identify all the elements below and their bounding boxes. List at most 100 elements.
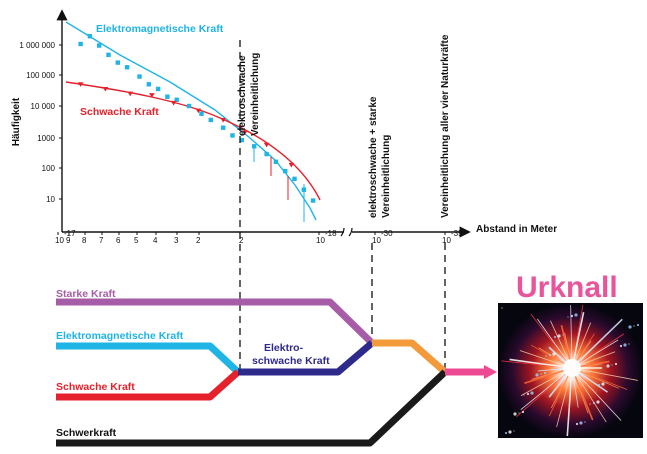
burst-spark: [535, 373, 539, 377]
weak-data-point: [102, 86, 109, 92]
em-data-point: [115, 60, 120, 65]
big-bang-burst-icon: [498, 303, 643, 438]
burst-ray: [571, 318, 623, 369]
data-points: [77, 34, 316, 222]
burst-spark: [606, 364, 610, 368]
em-data-point: [78, 41, 83, 47]
burst-spark: [570, 314, 574, 318]
burst-ray: [519, 350, 573, 369]
x-tick-label: 2: [239, 236, 244, 245]
burst-ray: [570, 304, 573, 369]
em-data-point: [165, 94, 170, 99]
burst-spark: [633, 325, 635, 327]
electroweak-label-2: schwache Kraft: [252, 355, 330, 367]
burst-spark: [530, 391, 534, 395]
burst-spark: [567, 316, 569, 318]
burst-spark: [614, 362, 618, 366]
weak-data-point: [242, 130, 248, 135]
em-data-point: [310, 198, 316, 203]
burst-spark: [552, 352, 556, 356]
burst-spark: [611, 364, 613, 366]
strong-force-track: [56, 298, 375, 346]
weak-data-point: [195, 108, 202, 114]
x-axis-title: Abstand in Meter: [476, 224, 557, 235]
em-data-point: [221, 125, 226, 130]
em-data-point: [87, 34, 93, 39]
burst-spark: [628, 325, 632, 329]
y-tick-label: 10: [46, 195, 55, 204]
weak-force-track: [56, 369, 241, 401]
burst-spark: [548, 353, 552, 357]
em-data-point: [174, 97, 179, 102]
em-data-point: [199, 111, 204, 116]
burst-spark: [508, 430, 512, 434]
x-tick-exponent: -30: [381, 229, 393, 238]
burst-spark: [584, 421, 586, 423]
x-tick-label: 3: [174, 236, 179, 245]
burst-ray: [571, 367, 607, 423]
burst-spark: [504, 431, 508, 435]
y-tick-label: 100 000: [26, 71, 55, 80]
burst-ray: [530, 313, 573, 369]
burst-spark: [574, 313, 578, 317]
electroweak-unification-label-2: Vereinheitlichung: [250, 53, 261, 136]
em-data-point: [137, 74, 142, 79]
em-fit-curve: [65, 21, 317, 221]
burst-spark: [575, 422, 579, 426]
em-curve-label: Elektromagnetische Kraft: [96, 23, 224, 35]
y-tick-labels: 1 000 000 100 000 10 000 1000 100 10: [19, 41, 62, 204]
burst-spark: [597, 383, 601, 387]
electroweak-label-1: Elektro-: [264, 342, 304, 354]
burst-spark: [619, 344, 623, 348]
burst-spark: [540, 373, 542, 375]
burst-spark: [589, 403, 591, 405]
y-tick-label: 10 000: [31, 102, 56, 111]
weak-data-point: [170, 100, 177, 106]
em-data-point: [283, 168, 288, 174]
em-force-track: [56, 342, 241, 375]
weak-data-point: [77, 82, 84, 87]
burst-spark: [606, 382, 608, 384]
x-tick-label: 5: [134, 236, 139, 245]
y-tick-label: 100: [42, 164, 56, 173]
x-tick-label: 10: [316, 236, 325, 245]
burst-spark: [553, 335, 557, 339]
burst-core: [563, 359, 581, 377]
burst-spark: [601, 382, 605, 386]
urknall-title: Urknall: [516, 271, 618, 304]
weak-fit-curve: [65, 81, 321, 201]
x-tick-exponent: -35: [451, 229, 463, 238]
weak-data-point: [263, 142, 270, 148]
burst-spark: [628, 343, 630, 345]
gravity-track: [56, 369, 448, 447]
burst-spark: [562, 334, 564, 336]
x-tick-label: 10: [372, 236, 381, 245]
burst-ray: [520, 367, 573, 410]
burst-ray: [571, 367, 638, 381]
y-tick-label: 1000: [37, 134, 55, 143]
electroweak-unification-label-1: elektroschwache: [237, 55, 248, 136]
x-tick-label: 10: [55, 236, 64, 245]
burst-spark: [521, 410, 525, 414]
burst-ray: [571, 312, 585, 369]
burst-spark: [513, 430, 515, 432]
x-tick-exponent: -17: [64, 229, 76, 238]
y-axis-title: Häufigkeit: [11, 97, 22, 146]
em-force-label: Elektromagnetische Kraft: [56, 330, 184, 342]
x-tick-exponent: -18: [325, 229, 337, 238]
burst-spark: [592, 401, 596, 405]
burst-ray: [520, 367, 573, 396]
burst-ray: [566, 367, 573, 437]
em-data-point: [239, 137, 244, 143]
burst-spark: [526, 392, 530, 396]
gut-unification-label-2: Vereinheitlichung: [381, 135, 392, 218]
em-data-point: [124, 65, 130, 70]
strong-force-label: Starke Kraft: [56, 288, 116, 300]
burst-spark: [501, 307, 503, 309]
burst-spark: [579, 421, 583, 425]
em-data-point: [97, 43, 102, 48]
em-data-point: [273, 159, 279, 164]
weak-data-point: [220, 117, 226, 123]
